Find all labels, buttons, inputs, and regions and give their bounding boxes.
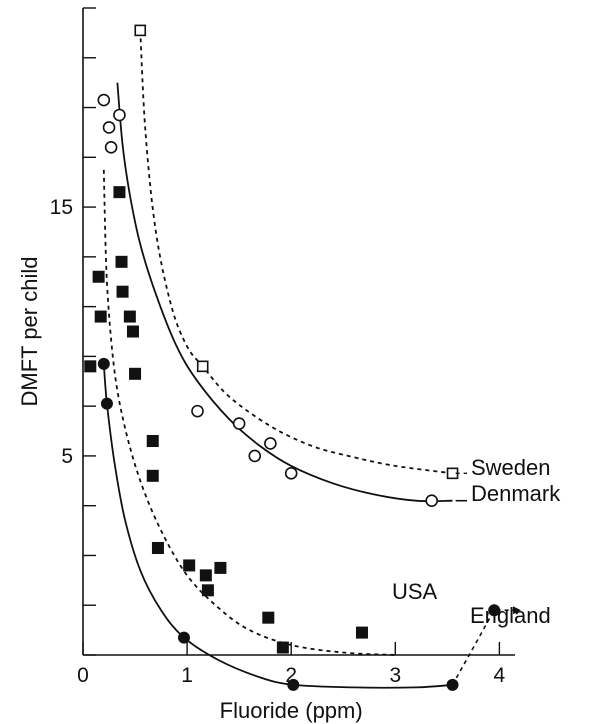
y-tick-label: 5: [61, 445, 73, 468]
usa-point: [151, 541, 164, 554]
denmark-point: [191, 404, 204, 418]
usa-point: [199, 569, 212, 582]
x-tick-label: 0: [77, 664, 89, 687]
england-label: England: [470, 603, 551, 628]
denmark-point: [248, 449, 262, 463]
usa-point: [115, 255, 128, 268]
y-axis-label: DMFT per child: [17, 257, 42, 407]
usa-point: [214, 561, 227, 574]
denmark-label: Denmark: [471, 481, 561, 506]
denmark-point: [97, 93, 111, 107]
x-tick-label: 3: [389, 664, 401, 687]
usa-curve: [102, 169, 396, 656]
england-point: [488, 604, 501, 617]
sweden-label: Sweden: [471, 455, 551, 480]
y-tick-label: 15: [50, 196, 73, 219]
denmark-point: [264, 437, 277, 450]
usa-point: [262, 611, 275, 624]
sweden-point: [196, 360, 209, 373]
usa-point: [126, 325, 139, 338]
denmark-point: [113, 108, 126, 122]
usa-point: [201, 584, 214, 597]
x-tick-label: 1: [181, 664, 193, 687]
usa-point: [116, 285, 129, 298]
england-curve: [102, 363, 453, 689]
usa-point: [84, 360, 97, 373]
sweden-point: [134, 24, 147, 37]
x-axis-label: Fluoride (ppm): [220, 698, 363, 723]
usa-point: [92, 270, 105, 283]
usa-point: [123, 310, 136, 323]
usa-label: USA: [392, 579, 438, 604]
england-point: [446, 678, 459, 691]
sweden-curve: [139, 30, 453, 475]
usa-point: [183, 559, 196, 572]
usa-point: [94, 310, 107, 323]
denmark-point: [232, 417, 246, 430]
usa-point: [113, 186, 126, 199]
denmark-curve: [116, 82, 453, 503]
denmark-point: [425, 494, 439, 508]
denmark-point: [284, 467, 298, 480]
usa-point: [355, 626, 368, 639]
x-tick-label: 4: [494, 664, 506, 687]
usa-point: [129, 367, 142, 380]
usa-point: [146, 434, 159, 447]
england-point: [287, 678, 300, 691]
england-point: [97, 357, 110, 370]
denmark-point: [104, 141, 118, 154]
x-tick-label: 2: [285, 664, 297, 687]
usa-point: [146, 469, 159, 482]
england-point: [100, 397, 113, 410]
england-point: [177, 631, 190, 644]
denmark-point: [102, 121, 116, 134]
usa-point: [276, 641, 289, 654]
